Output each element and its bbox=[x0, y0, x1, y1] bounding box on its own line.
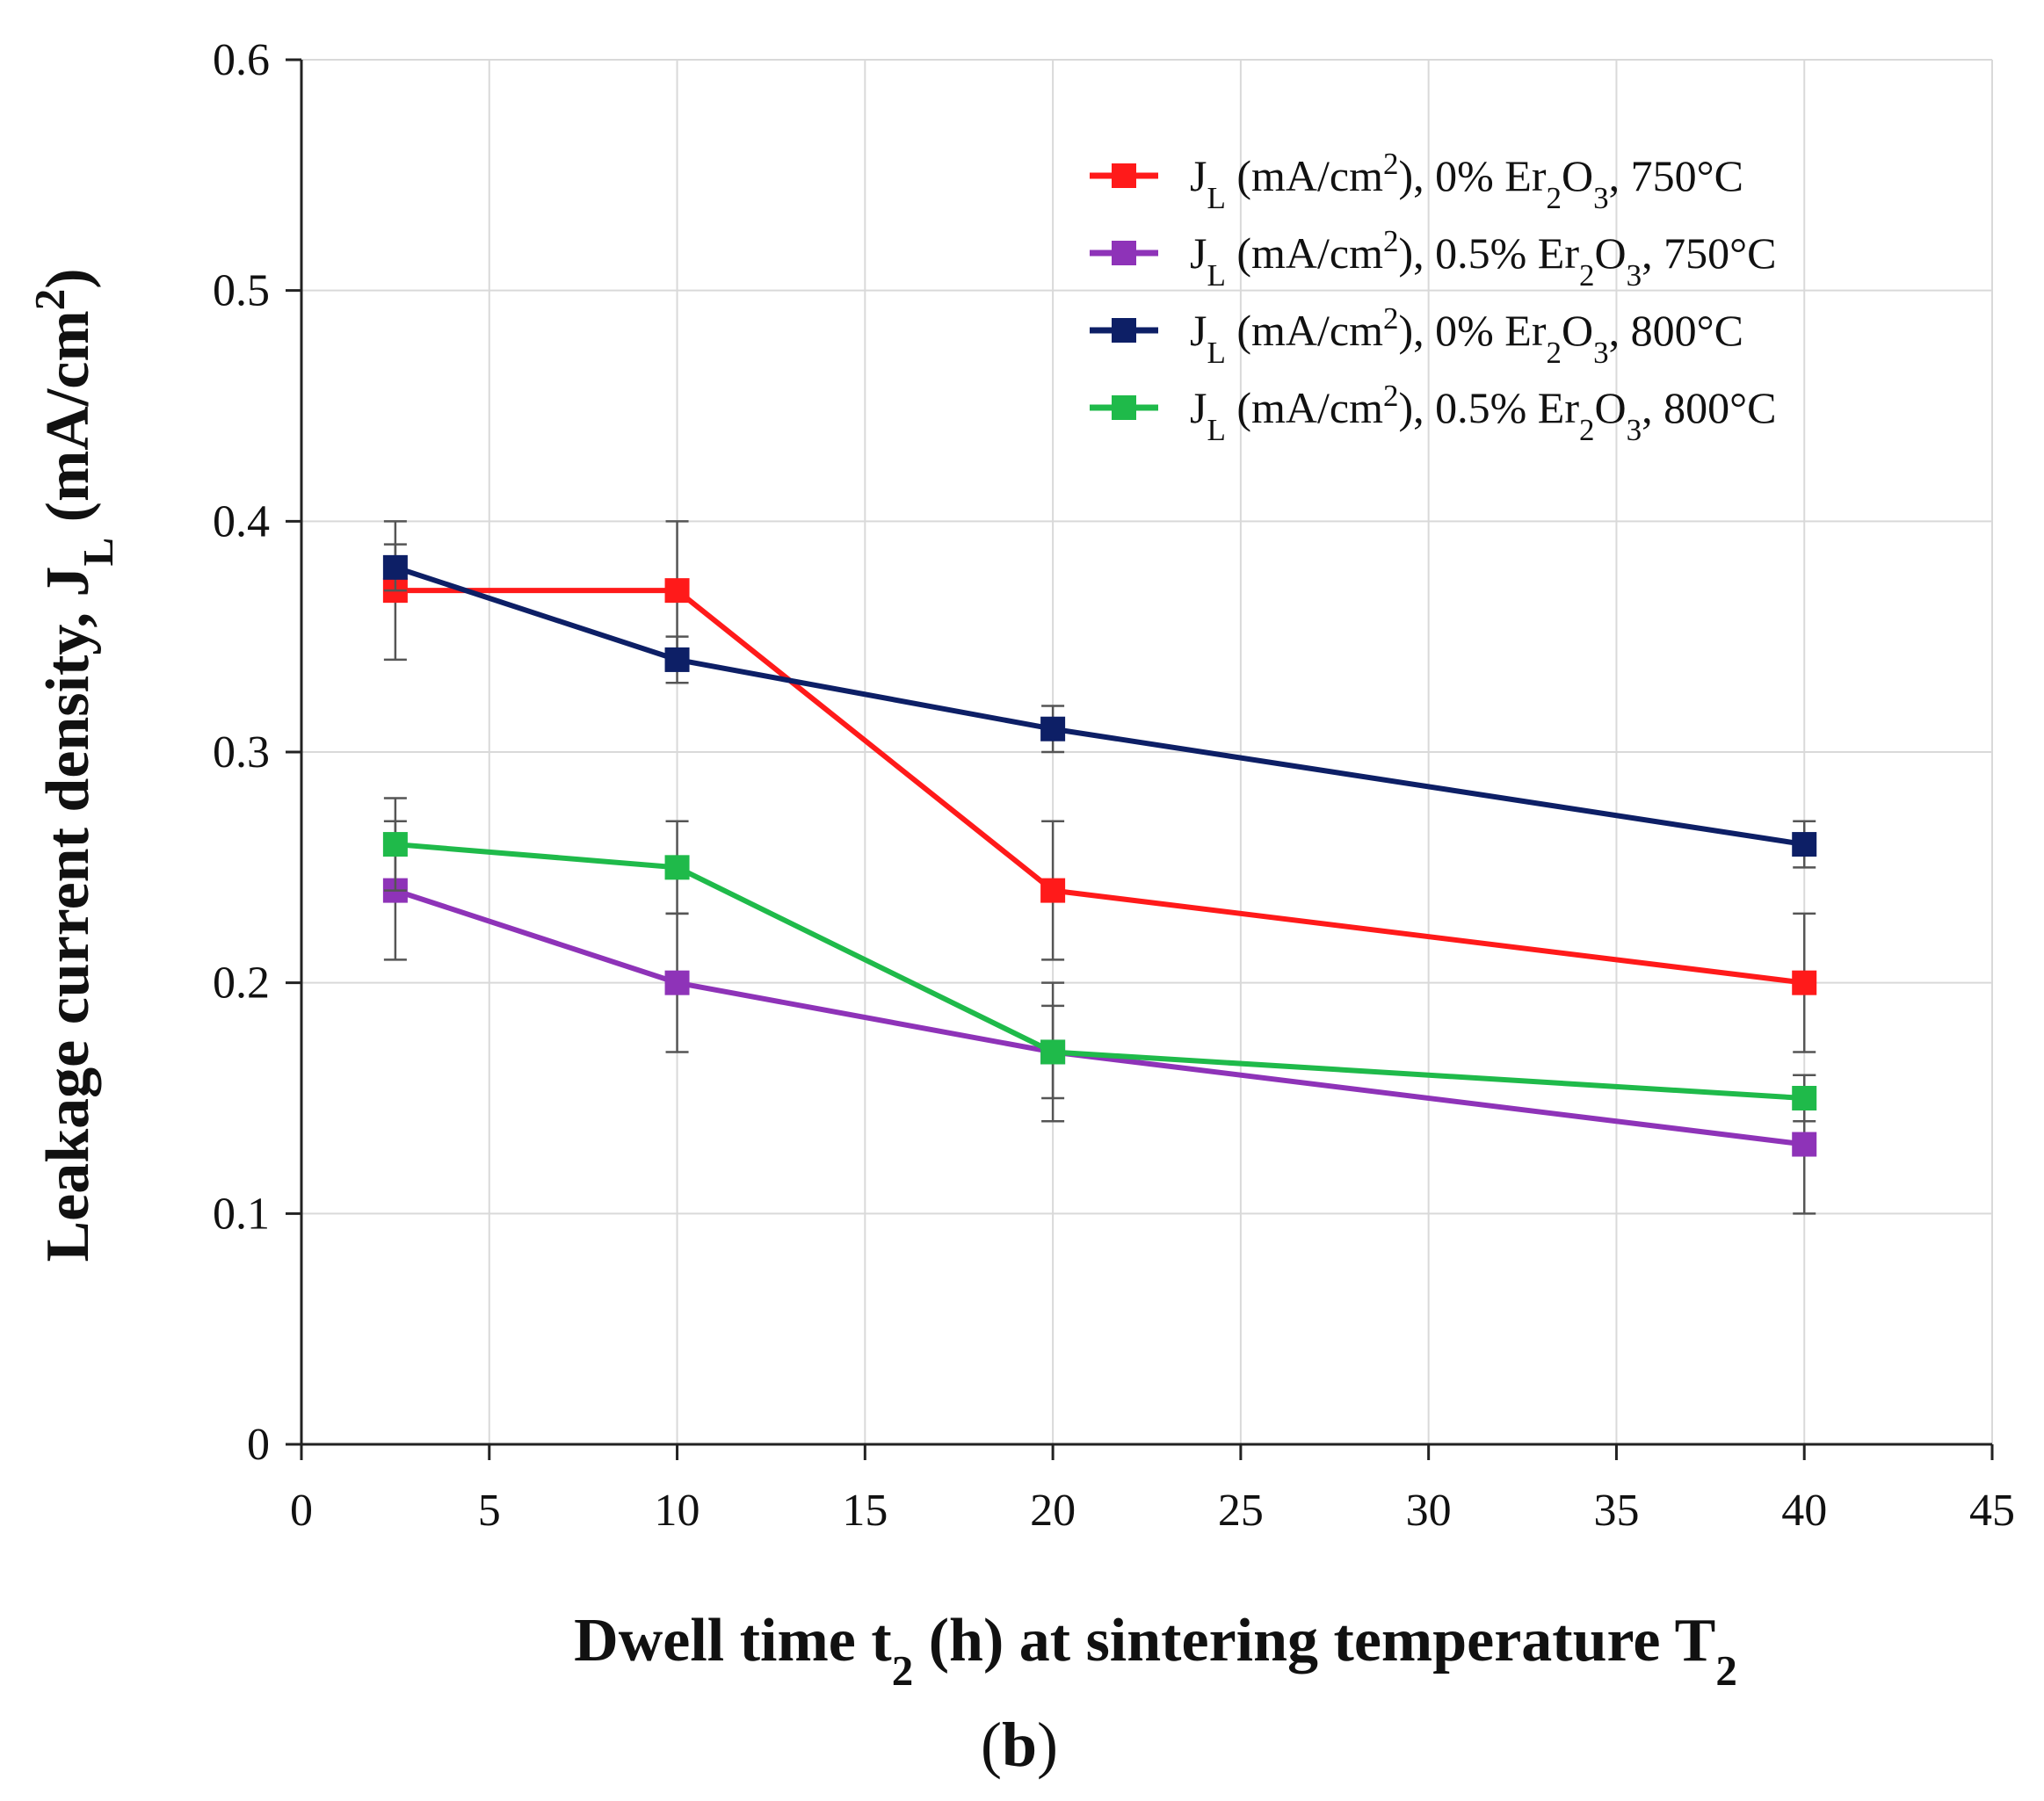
y-tick-label: 0.4 bbox=[213, 496, 270, 546]
data-point bbox=[1792, 1132, 1817, 1157]
legend-label: JL (mA/cm2), 0% Er2O3, 750°C bbox=[1190, 147, 1743, 215]
legend-label: JL (mA/cm2), 0% Er2O3, 800°C bbox=[1190, 301, 1743, 370]
data-point bbox=[1792, 1086, 1817, 1110]
x-tick-label: 25 bbox=[1218, 1486, 1264, 1536]
x-axis-title: Dwell time t2 (h) at sintering temperatu… bbox=[574, 1607, 1737, 1695]
data-point bbox=[382, 832, 408, 857]
legend-item: JL (mA/cm2), 0% Er2O3, 800°C bbox=[1090, 301, 1743, 370]
legend-marker bbox=[1112, 163, 1136, 188]
legend-marker bbox=[1112, 241, 1136, 265]
legend: JL (mA/cm2), 0% Er2O3, 750°C JL (mA/cm2),… bbox=[1090, 147, 1776, 447]
data-point bbox=[664, 647, 690, 672]
x-tick-label: 45 bbox=[1969, 1486, 2015, 1536]
x-tick-label: 30 bbox=[1406, 1486, 1452, 1536]
legend-marker bbox=[1112, 395, 1136, 420]
panel-label: (b) bbox=[981, 1710, 1058, 1780]
x-tick-label: 35 bbox=[1593, 1486, 1639, 1536]
data-point bbox=[1040, 1039, 1066, 1065]
data-point bbox=[1040, 878, 1066, 903]
legend-item: JL (mA/cm2), 0% Er2O3, 750°C bbox=[1090, 147, 1743, 215]
data-point bbox=[664, 970, 690, 995]
series-line bbox=[395, 588, 1805, 986]
y-tick-label: 0.2 bbox=[213, 958, 270, 1009]
x-tick-label: 10 bbox=[655, 1486, 700, 1536]
legend-item: JL (mA/cm2), 0.5% Er2O3, 750°C bbox=[1090, 224, 1776, 293]
x-tick-label: 5 bbox=[478, 1486, 501, 1536]
data-point bbox=[664, 855, 690, 880]
x-tick-label: 40 bbox=[1781, 1486, 1827, 1536]
legend-label: JL (mA/cm2), 0.5% Er2O3, 800°C bbox=[1190, 379, 1776, 447]
data-point bbox=[1792, 970, 1817, 995]
legend-item: JL (mA/cm2), 0.5% Er2O3, 800°C bbox=[1090, 379, 1776, 447]
y-tick-label: 0.6 bbox=[213, 35, 270, 85]
y-axis-title: Leakage current density, JL (mA/cm2) bbox=[25, 268, 122, 1262]
series-4 bbox=[382, 797, 1817, 1123]
series-line bbox=[395, 842, 1805, 1101]
legend-marker bbox=[1112, 318, 1136, 343]
data-point bbox=[382, 554, 408, 580]
y-tick-label: 0.1 bbox=[213, 1189, 270, 1239]
series-line bbox=[394, 565, 1805, 848]
y-tick-label: 0 bbox=[247, 1420, 270, 1470]
data-point bbox=[1792, 832, 1817, 857]
data-point bbox=[664, 578, 690, 604]
legend-label: JL (mA/cm2), 0.5% Er2O3, 750°C bbox=[1190, 224, 1776, 293]
x-tick-label: 0 bbox=[290, 1486, 313, 1536]
series-2 bbox=[382, 820, 1817, 1215]
x-tick-label: 20 bbox=[1030, 1486, 1076, 1536]
y-tick-label: 0.5 bbox=[213, 266, 270, 316]
y-tick-label: 0.3 bbox=[213, 727, 270, 778]
data-point bbox=[1040, 716, 1066, 741]
series-line bbox=[394, 887, 1805, 1147]
series-1 bbox=[382, 520, 1817, 1053]
x-tick-label: 15 bbox=[842, 1486, 888, 1536]
series-3 bbox=[382, 543, 1817, 869]
